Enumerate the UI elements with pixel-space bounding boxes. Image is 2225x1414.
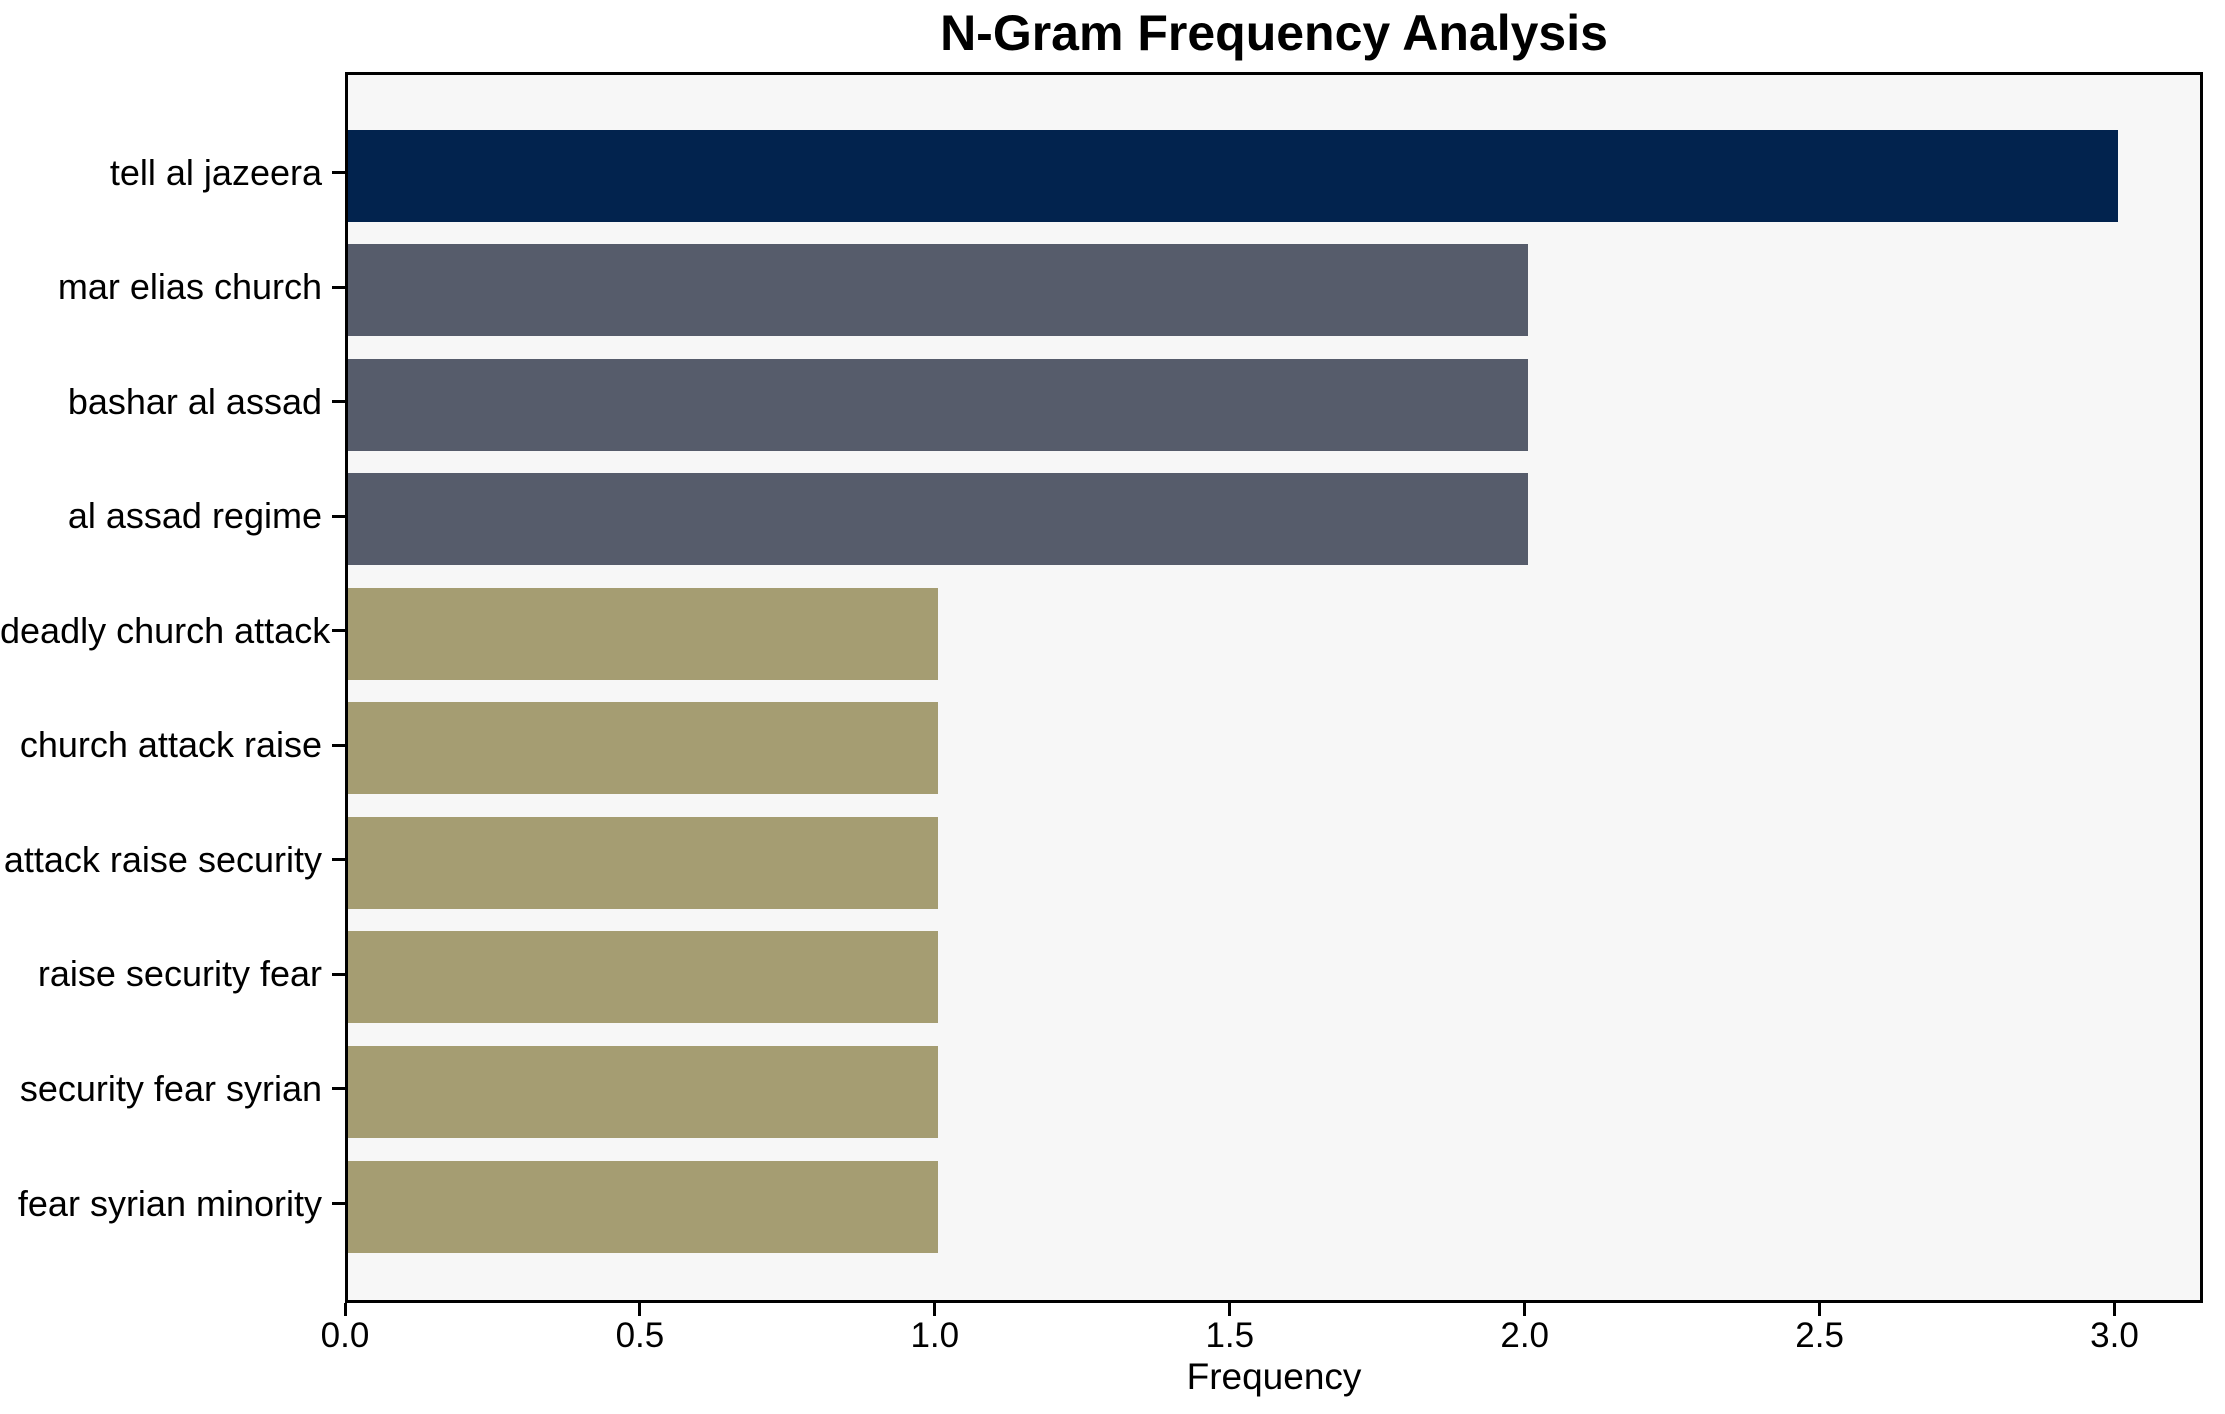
y-tick-label: al assad regime xyxy=(67,495,322,537)
y-tick-label: bashar al assad xyxy=(67,380,322,422)
y-tick xyxy=(332,1087,345,1091)
y-tick-label: tell al jazeera xyxy=(109,151,322,193)
x-tick-label: 2.0 xyxy=(1500,1316,1550,1355)
bar xyxy=(348,1160,938,1253)
bar xyxy=(348,358,1528,451)
x-tick xyxy=(1818,1303,1822,1316)
bar xyxy=(348,473,1528,566)
x-tick-label: 0.0 xyxy=(320,1316,370,1355)
y-tick-label: raise security fear xyxy=(37,953,322,995)
x-tick xyxy=(638,1303,642,1316)
y-tick xyxy=(332,514,345,518)
y-tick xyxy=(332,171,345,174)
y-tick-label: mar elias church xyxy=(57,266,322,308)
x-tick xyxy=(1228,1303,1232,1316)
bar xyxy=(348,1045,938,1138)
x-axis-label: Frequency xyxy=(1186,1356,1362,1397)
bar xyxy=(348,129,2118,222)
y-tick-label: fear syrian minority xyxy=(17,1182,322,1224)
y-tick-label: attack raise security xyxy=(3,838,322,880)
y-tick-label: church attack raise xyxy=(19,724,322,766)
y-tick xyxy=(332,629,345,633)
bar xyxy=(348,244,1528,337)
y-tick xyxy=(332,285,345,289)
x-tick xyxy=(343,1303,347,1316)
y-tick-label: deadly church attack xyxy=(0,609,331,651)
bar xyxy=(348,816,938,909)
x-tick-label: 2.5 xyxy=(1795,1316,1844,1355)
x-tick-label: 0.5 xyxy=(615,1316,665,1355)
bar xyxy=(348,702,938,795)
x-tick xyxy=(933,1303,937,1316)
x-tick-label: 3.0 xyxy=(2090,1316,2139,1355)
y-tick xyxy=(332,1202,345,1205)
y-tick xyxy=(332,400,345,404)
y-tick xyxy=(332,972,345,976)
x-tick-label: 1.5 xyxy=(1205,1316,1255,1355)
y-tick-label: security fear syrian xyxy=(19,1067,322,1109)
plot-area xyxy=(345,72,2203,1303)
y-tick xyxy=(332,743,345,747)
y-tick xyxy=(332,858,345,862)
bar xyxy=(348,587,938,680)
x-tick xyxy=(2113,1303,2116,1316)
x-tick xyxy=(1523,1303,1527,1316)
chart-title: N-Gram Frequency Analysis xyxy=(940,5,1608,61)
bar xyxy=(348,931,938,1024)
x-tick-label: 1.0 xyxy=(910,1316,960,1355)
